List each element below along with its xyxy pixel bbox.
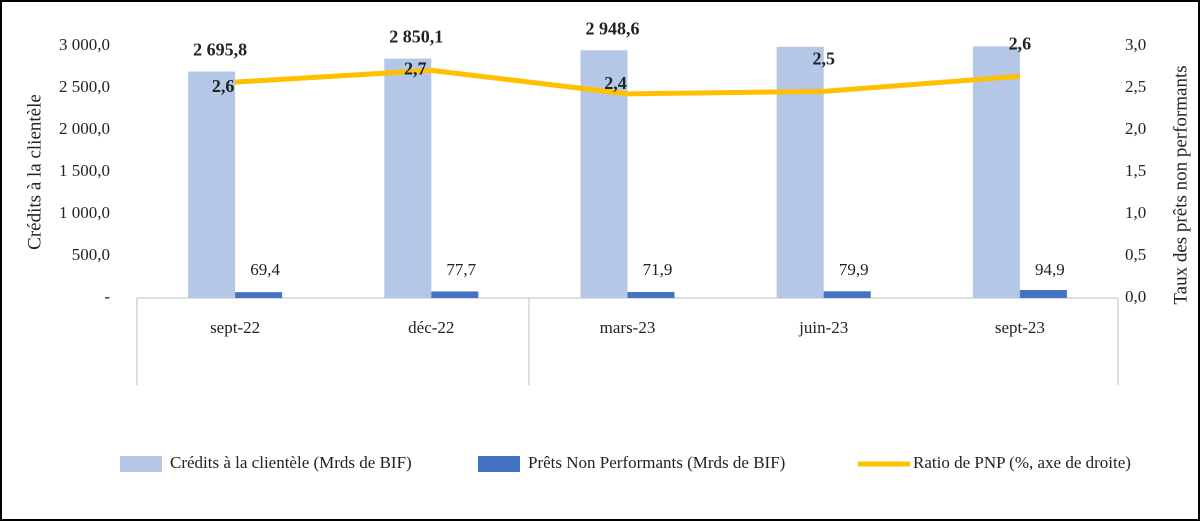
y2-tick-label: 1,0 xyxy=(1125,203,1146,222)
bar xyxy=(776,46,824,299)
x-tick-label: mars-23 xyxy=(600,318,656,337)
y-tick-label: 2 500,0 xyxy=(59,77,110,96)
y-tick-label: 3 000,0 xyxy=(59,35,110,54)
bar xyxy=(627,291,675,298)
data-label: 2,6 xyxy=(1009,33,1032,53)
x-tick-label: déc-22 xyxy=(408,318,454,337)
y2-tick-label: 2,0 xyxy=(1125,119,1146,138)
y2-tick-label: 0,5 xyxy=(1125,245,1146,264)
legend-label: Crédits à la clientèle (Mrds de BIF) xyxy=(170,453,412,472)
bar xyxy=(431,291,479,298)
y-tick-label: 1 000,0 xyxy=(59,203,110,222)
data-label: 2,4 xyxy=(604,73,627,93)
y-tick-label: 1 500,0 xyxy=(59,161,110,180)
bar xyxy=(384,58,432,298)
y2-axis-title: Taux des prêts non performants xyxy=(1170,65,1191,304)
data-label: 79,9 xyxy=(839,260,869,279)
data-label: 2,6 xyxy=(212,76,235,96)
legend-label: Prêts Non Performants (Mrds de BIF) xyxy=(528,453,785,472)
bar xyxy=(235,292,283,298)
data-label: 2,5 xyxy=(812,48,835,68)
x-tick-label: juin-23 xyxy=(798,318,848,337)
bar xyxy=(1019,290,1067,298)
data-label: 71,9 xyxy=(643,260,673,279)
y2-tick-label: 1,5 xyxy=(1125,161,1146,180)
data-label: 69,4 xyxy=(250,260,280,279)
x-tick-label: sept-23 xyxy=(995,318,1045,337)
legend-swatch xyxy=(478,456,520,472)
y-tick-label: - xyxy=(104,287,110,306)
legend-swatch xyxy=(120,456,162,472)
y2-tick-label: 0,0 xyxy=(1125,287,1146,306)
bar xyxy=(188,71,236,299)
data-label: 2 850,1 xyxy=(389,27,443,47)
y-tick-label: 500,0 xyxy=(72,245,110,264)
y-axis-title: Crédits à la clientèle xyxy=(24,94,45,250)
y-tick-label: 2 000,0 xyxy=(59,119,110,138)
data-label: 94,9 xyxy=(1035,260,1065,279)
bar xyxy=(972,46,1020,298)
bar xyxy=(823,291,871,298)
legend-label: Ratio de PNP (%, axe de droite) xyxy=(913,453,1131,472)
data-label: 2,7 xyxy=(404,58,427,78)
y2-tick-label: 3,0 xyxy=(1125,35,1146,54)
data-label: 2 695,8 xyxy=(193,40,247,60)
line xyxy=(234,67,1021,97)
x-tick-label: sept-22 xyxy=(210,318,260,337)
data-label: 77,7 xyxy=(446,260,476,279)
data-label: 2 948,6 xyxy=(586,18,640,38)
y2-tick-label: 2,5 xyxy=(1125,77,1146,96)
